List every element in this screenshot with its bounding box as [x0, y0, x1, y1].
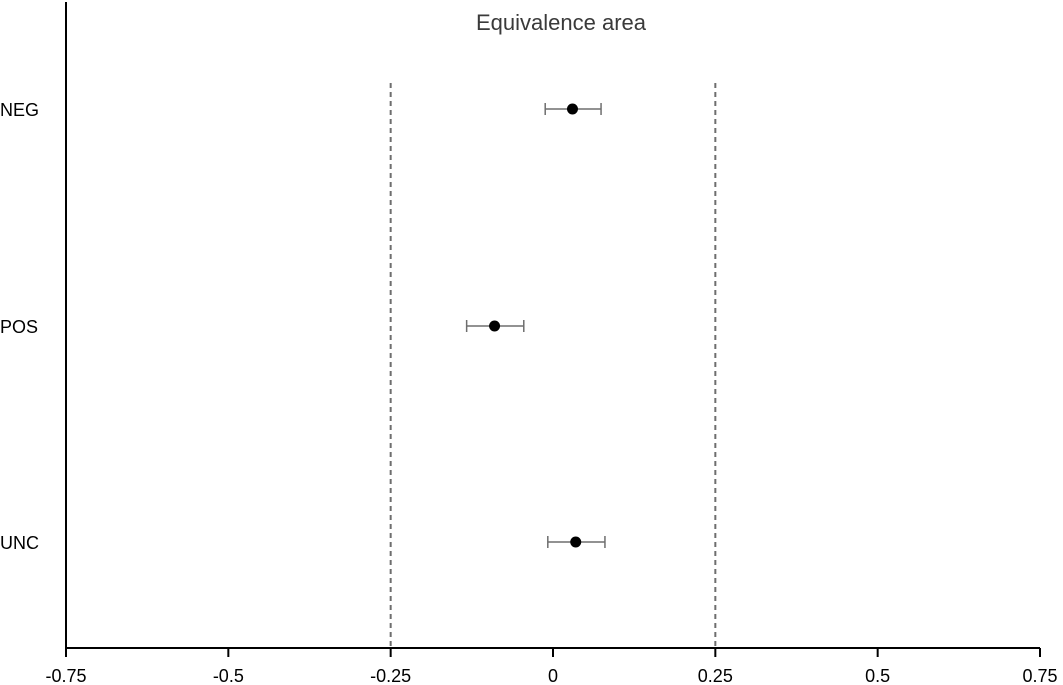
x-tick-label: 0 [548, 666, 558, 685]
axes [65, 2, 1040, 649]
x-axis-ticks: -0.75 -0.5 -0.25 0 0.25 0.5 0.75 [45, 648, 1058, 685]
x-tick-label: 0.75 [1022, 666, 1057, 685]
x-tick-label: 0.5 [865, 666, 890, 685]
x-tick-label: 0.25 [698, 666, 733, 685]
equivalence-area-label: Equivalence area [476, 10, 647, 35]
point-unc [570, 536, 582, 548]
error-bars [465, 103, 606, 548]
x-tick-label: -0.5 [213, 666, 244, 685]
point-pos [489, 320, 501, 332]
x-tick-label: -0.75 [45, 666, 86, 685]
category-labels: NEG POS UNC [0, 100, 39, 553]
category-label-pos: POS [0, 317, 38, 337]
estimate-points [489, 103, 582, 548]
category-label-unc: UNC [0, 533, 39, 553]
equivalence-bounds [389, 83, 717, 648]
point-neg [566, 103, 578, 115]
x-tick-label: -0.25 [370, 666, 411, 685]
category-label-neg: NEG [0, 100, 39, 120]
